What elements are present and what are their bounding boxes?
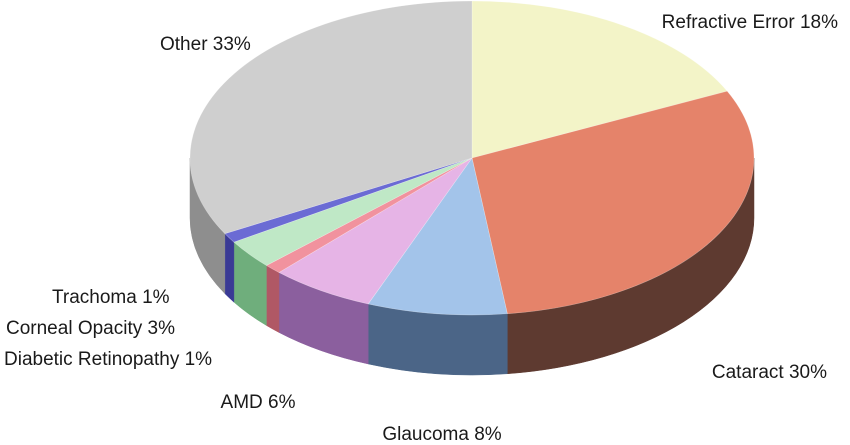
label-cataract: Cataract 30% xyxy=(712,362,827,383)
label-corneal-opacity: Corneal Opacity 3% xyxy=(6,318,175,339)
label-diabetic-retinopathy: Diabetic Retinopathy 1% xyxy=(4,349,212,370)
slice-other xyxy=(189,0,473,234)
slice-cataract xyxy=(471,90,755,315)
slice-labels: Refractive Error 18% Cataract 30% Glauco… xyxy=(4,12,838,445)
slice-refractive-error xyxy=(471,0,728,159)
slice-trachoma xyxy=(224,157,473,243)
slice-amd xyxy=(278,157,473,305)
label-other: Other 33% xyxy=(160,34,251,55)
slice-diabetic-retinopathy xyxy=(265,157,473,273)
label-amd: AMD 6% xyxy=(221,392,296,413)
slice-glaucoma xyxy=(367,157,508,316)
label-glaucoma: Glaucoma 8% xyxy=(382,424,501,445)
slice-side-diabetic-retinopathy xyxy=(266,265,280,333)
slice-corneal-opacity xyxy=(233,157,473,266)
label-trachoma: Trachoma 1% xyxy=(52,287,170,308)
slice-side-trachoma xyxy=(224,233,235,303)
label-refractive-error: Refractive Error 18% xyxy=(662,12,838,33)
pie-slices xyxy=(189,0,755,316)
pie-sides xyxy=(189,157,755,376)
